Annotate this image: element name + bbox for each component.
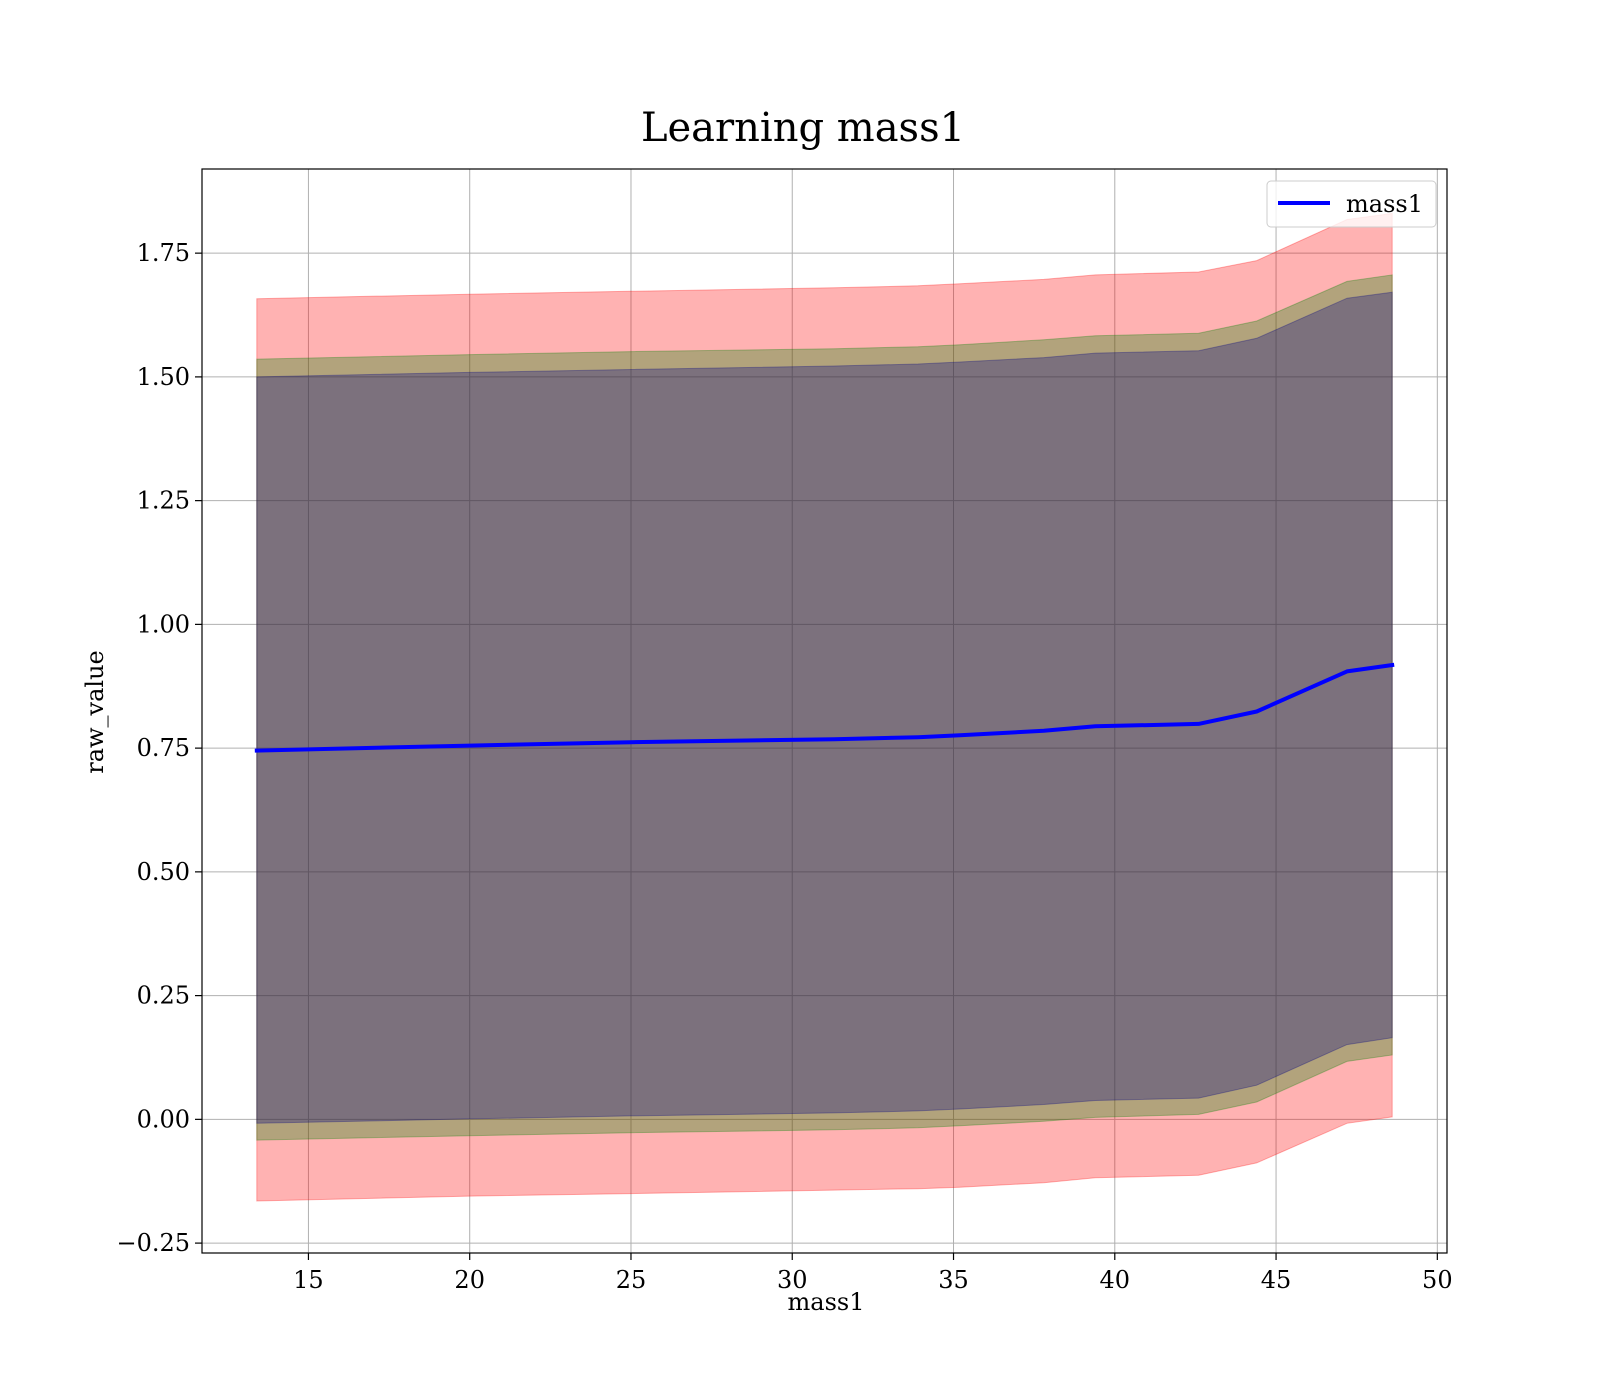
confidence-band-2 bbox=[256, 274, 1393, 1141]
y-tick-label: 1.50 bbox=[137, 363, 190, 391]
y-tick-label: 0.75 bbox=[137, 734, 190, 762]
x-tick-label: 20 bbox=[454, 1266, 485, 1294]
x-tick-label: 25 bbox=[616, 1266, 647, 1294]
y-tick-label: 1.25 bbox=[137, 487, 190, 515]
series-lines bbox=[254, 662, 1395, 753]
series-line-mass1 bbox=[254, 662, 1395, 753]
legend-entry-label: mass1 bbox=[1346, 190, 1423, 218]
x-axis-label: mass1 bbox=[788, 1288, 865, 1316]
x-tick-label: 35 bbox=[938, 1266, 969, 1294]
confidence-band-3 bbox=[256, 291, 1393, 1124]
y-tick-label: 1.00 bbox=[137, 610, 190, 638]
y-tick-label: 0.25 bbox=[137, 982, 190, 1010]
x-tick-label: 50 bbox=[1422, 1266, 1453, 1294]
legend: mass1 bbox=[1266, 180, 1437, 228]
y-axis-label: raw_value bbox=[81, 650, 109, 774]
y-tick-label: 0.00 bbox=[137, 1105, 190, 1133]
y-tick-label: −0.25 bbox=[116, 1229, 190, 1257]
legend-box bbox=[1266, 180, 1437, 228]
confidence-bands bbox=[256, 212, 1393, 1202]
x-tick-label: 40 bbox=[1100, 1266, 1131, 1294]
grid bbox=[202, 169, 1447, 1253]
y-tick-label: 0.50 bbox=[137, 858, 190, 886]
chart-title: Learning mass1 bbox=[641, 105, 965, 151]
plot-frame bbox=[201, 168, 1448, 1254]
axis-ticks: 15 20 25 30 35 40 45 50 −0.25 0.00 0.25 0.50 0.75 1.0… bbox=[116, 239, 1452, 1294]
y-tick-label: 1.75 bbox=[137, 239, 190, 267]
x-tick-label: 15 bbox=[293, 1266, 324, 1294]
confidence-band-1 bbox=[256, 212, 1393, 1202]
x-tick-label: 30 bbox=[777, 1266, 808, 1294]
x-tick-label: 45 bbox=[1261, 1266, 1292, 1294]
